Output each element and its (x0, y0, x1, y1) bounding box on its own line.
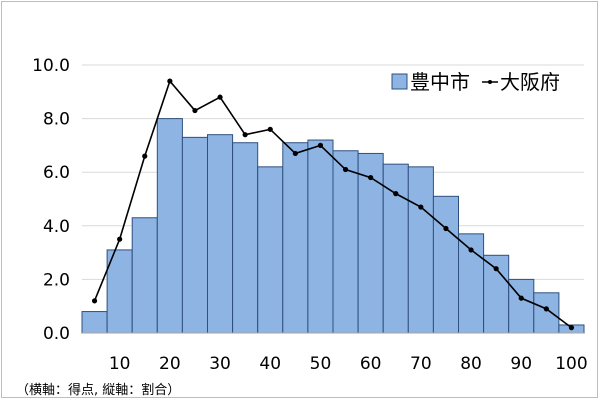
line-point (543, 306, 549, 312)
bar (432, 195, 459, 334)
axis-caption: （横軸：得点, 縦軸：割合） (16, 382, 180, 398)
x-tick-label: 30 (209, 354, 231, 374)
bar (357, 152, 384, 334)
line-point (292, 150, 298, 157)
line-point (242, 132, 248, 138)
line-point (342, 166, 349, 173)
line-path (93, 79, 572, 329)
line-point (142, 153, 148, 159)
bar (382, 163, 409, 334)
line-point (267, 126, 273, 132)
y-tick-label: 2.0 (43, 270, 70, 290)
y-axis-labels: 0.0 2.0 4.0 6.0 8.0 10.0 (32, 56, 70, 344)
line-point (393, 191, 399, 197)
line-point (518, 295, 524, 301)
bar (282, 142, 309, 334)
line-point (167, 78, 173, 84)
bar (207, 134, 234, 334)
legend-label-bar: 豊中市 (410, 70, 470, 94)
x-axis-labels: 10 20 30 40 50 60 70 80 90 100 (109, 354, 588, 374)
x-tick-label: 50 (310, 354, 332, 374)
y-tick-label: 6.0 (43, 163, 70, 183)
line-point (368, 174, 374, 181)
x-tick-label: 100 (555, 354, 587, 374)
line-point (468, 247, 474, 253)
line-series (91, 78, 575, 331)
legend-swatch-bar (391, 73, 408, 90)
line-point (418, 204, 424, 210)
line-point (117, 236, 123, 242)
legend: 豊中市 大阪府 (391, 70, 560, 94)
y-tick-label: 10.0 (32, 56, 70, 76)
line-point (568, 325, 575, 331)
legend-label-line: 大阪府 (500, 70, 560, 94)
x-tick-label: 10 (109, 354, 131, 374)
bar (332, 150, 359, 334)
bar (232, 142, 259, 334)
bar (81, 311, 108, 334)
bar-series (81, 118, 585, 334)
bar (307, 139, 334, 334)
legend-marker (488, 80, 492, 84)
y-tick-label: 8.0 (43, 110, 70, 130)
bar (533, 292, 560, 334)
x-tick-label: 90 (510, 354, 532, 374)
line-point (443, 225, 449, 232)
bar (257, 166, 284, 334)
bar (131, 217, 158, 334)
bar (156, 118, 183, 334)
line-point (217, 94, 223, 100)
bar (407, 166, 434, 334)
y-tick-label: 0.0 (43, 324, 70, 344)
y-tick-label: 4.0 (43, 217, 70, 237)
x-tick-label: 40 (259, 354, 281, 374)
line-point (91, 298, 98, 304)
x-tick-label: 60 (360, 354, 382, 374)
x-tick-label: 80 (460, 354, 482, 374)
bar (181, 136, 208, 334)
line-point (192, 107, 198, 114)
line-point (493, 266, 499, 272)
line-point (317, 142, 324, 148)
x-tick-label: 20 (159, 354, 181, 374)
x-tick-label: 70 (410, 354, 432, 374)
